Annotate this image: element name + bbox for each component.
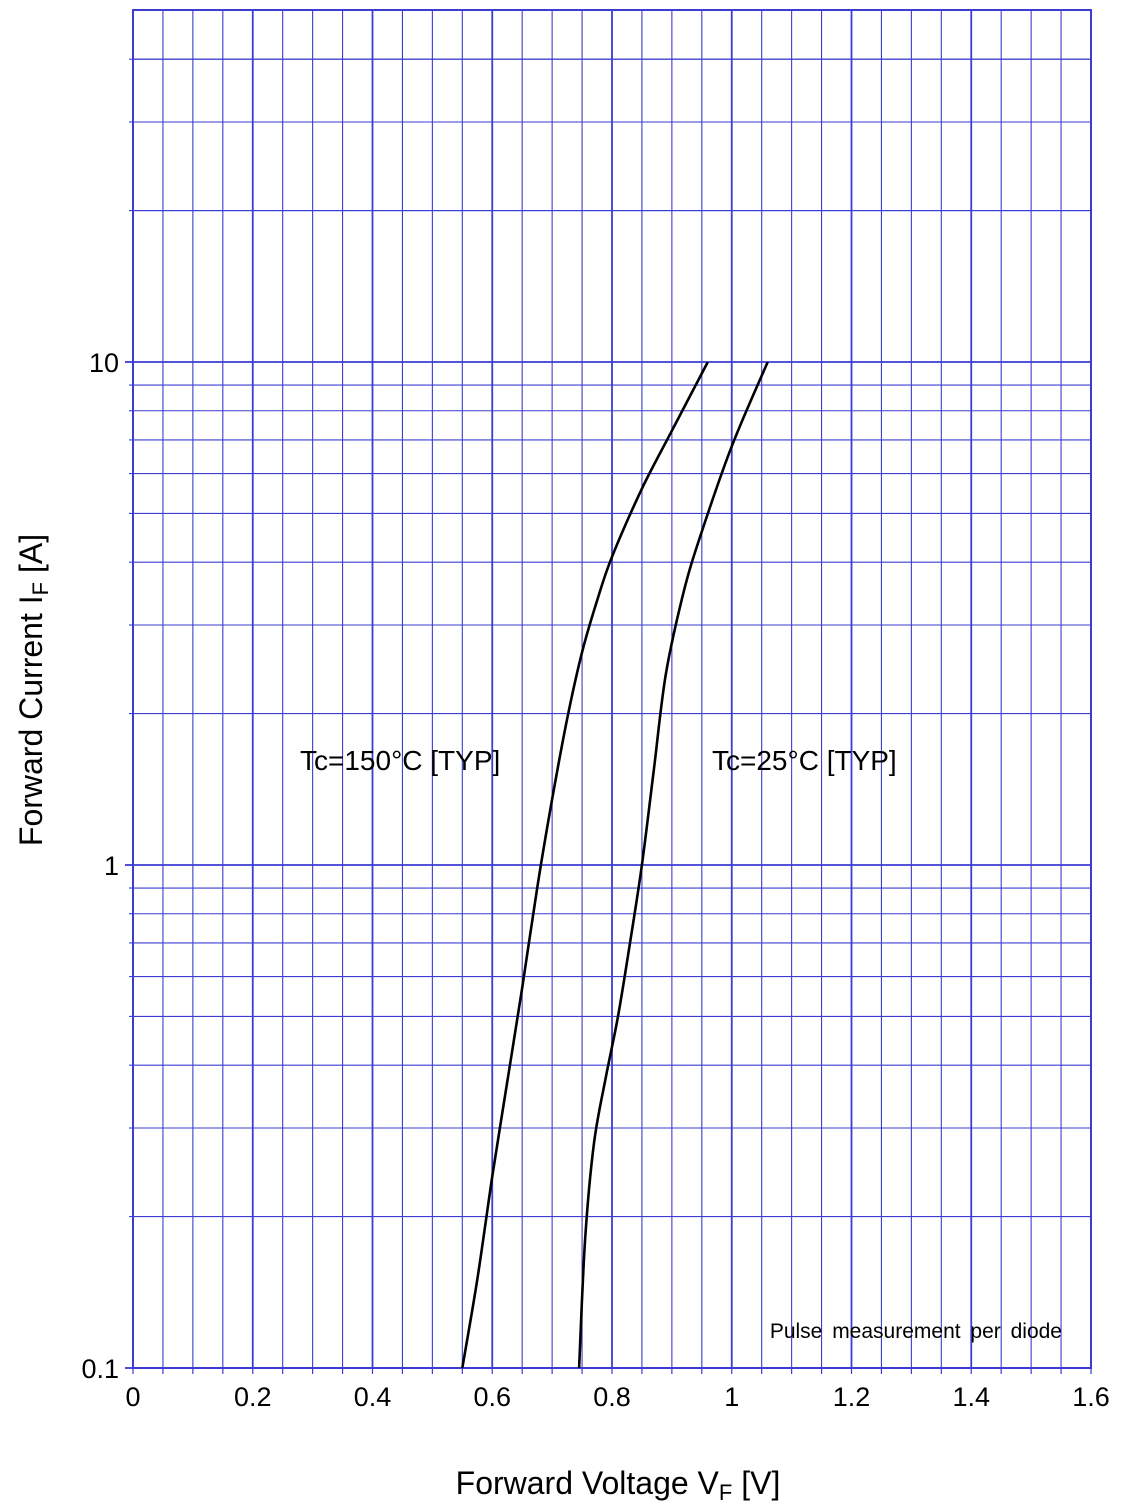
x-tick-label: 1.2 <box>833 1382 871 1412</box>
plot-grid <box>125 9 1092 1374</box>
plot-frame <box>132 9 1092 1369</box>
plot-labels: Forward Voltage VF [V] Forward Current I… <box>13 348 1110 1504</box>
y-axis-title: Forward Current IF [A] <box>13 534 53 846</box>
x-tick-label: 1.6 <box>1072 1382 1110 1412</box>
x-tick-label: 0.6 <box>473 1382 511 1412</box>
x-tick-label: 0.2 <box>234 1382 272 1412</box>
series-line-tc150 <box>461 361 709 1369</box>
series-line-tc25 <box>577 361 769 1369</box>
x-tick-label: 0.4 <box>354 1382 392 1412</box>
series-label-tc25: Tc=25°C [TYP] <box>712 745 897 776</box>
y-tick-label: 0.1 <box>81 1354 119 1384</box>
y-tick-label: 10 <box>89 348 119 378</box>
series-label-tc150: Tc=150°C [TYP] <box>300 745 500 776</box>
pulse-measurement-note: Pulse measurement per diode <box>770 1320 1062 1343</box>
x-tick-label: 1.4 <box>952 1382 990 1412</box>
plot-curves <box>461 361 769 1369</box>
x-tick-label: 0.8 <box>593 1382 631 1412</box>
x-tick-label: 1 <box>724 1382 739 1412</box>
x-axis-title: Forward Voltage VF [V] <box>456 1465 781 1504</box>
x-tick-label: 0 <box>125 1382 140 1412</box>
y-tick-label: 1 <box>104 851 119 881</box>
